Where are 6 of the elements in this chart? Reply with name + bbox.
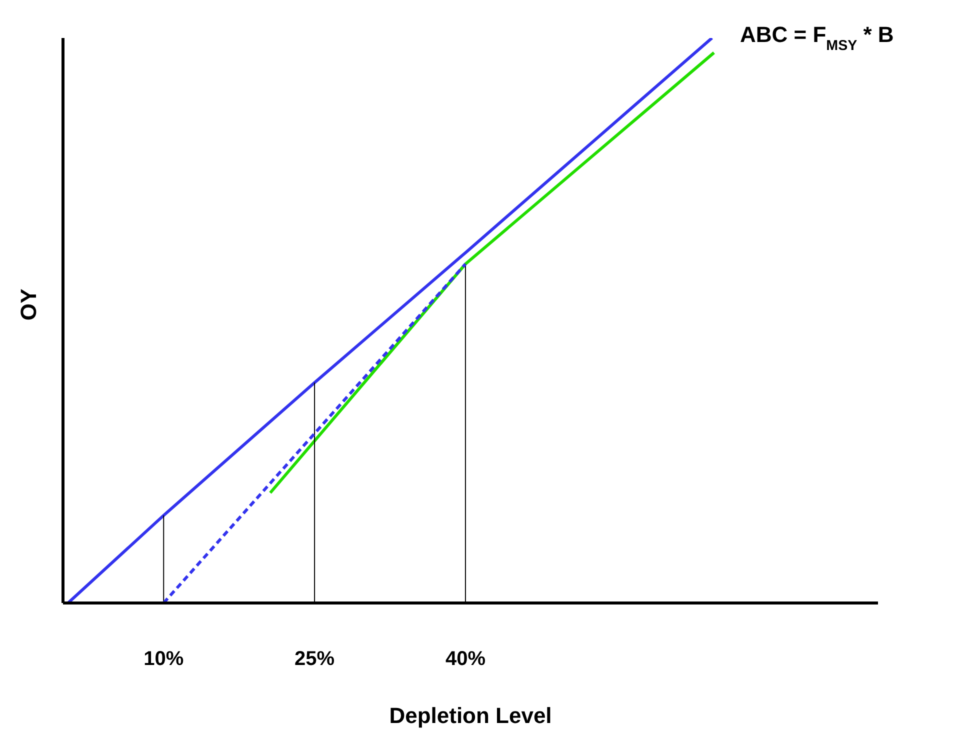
x-tick-label: 10% [144,648,184,670]
x-tick-label: 25% [294,648,335,670]
x-axis-title: Depletion Level [389,703,552,728]
y-axis-title: OY [16,288,41,320]
x-tick-label: 40% [445,648,486,670]
annotation: ABC = F$_{MSY}$ * B [740,22,894,54]
